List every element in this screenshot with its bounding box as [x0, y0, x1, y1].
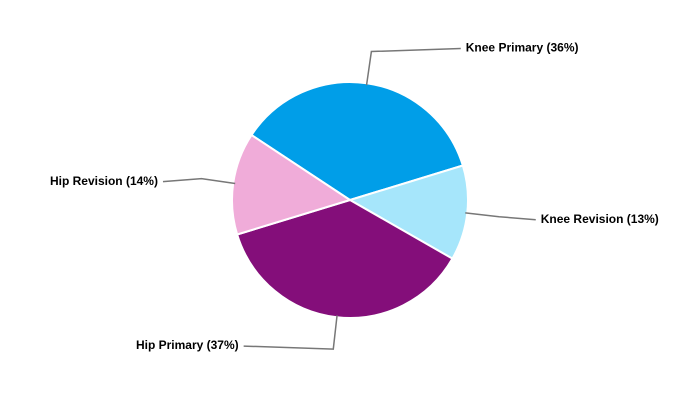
leader-line: [465, 212, 536, 221]
data-label: Hip Primary (37%): [136, 338, 239, 352]
data-label: Knee Primary (36%): [466, 41, 579, 55]
leader-line: [243, 315, 338, 350]
leader-line: [365, 47, 461, 86]
data-label: Hip Revision (14%): [50, 174, 158, 188]
data-label: Knee Revision (13%): [541, 212, 659, 226]
leader-line: [162, 177, 236, 185]
